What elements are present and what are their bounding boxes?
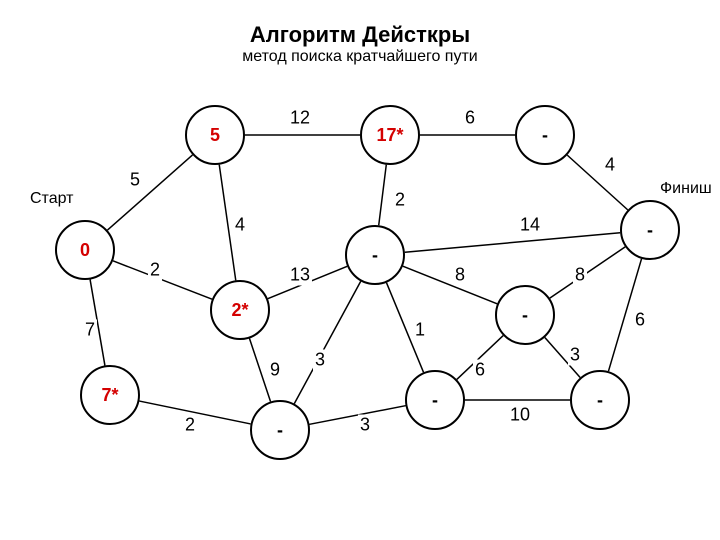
edge bbox=[107, 155, 192, 230]
graph-node-finish: - bbox=[620, 200, 680, 260]
edge-weight: 12 bbox=[288, 108, 312, 129]
graph-node-n5: 5 bbox=[185, 105, 245, 165]
edge bbox=[294, 281, 360, 403]
edge-weight: 5 bbox=[128, 170, 142, 191]
edge-weight: 1 bbox=[413, 320, 427, 341]
edge bbox=[405, 233, 620, 253]
graph-node-midR: - bbox=[495, 285, 555, 345]
graph-node-n2: 2* bbox=[210, 280, 270, 340]
graph-node-topR: - bbox=[515, 105, 575, 165]
edge-weight: 3 bbox=[313, 350, 327, 371]
edge-weight: 3 bbox=[358, 415, 372, 436]
edge-weight: 6 bbox=[463, 108, 477, 129]
graph-label: Старт bbox=[30, 190, 73, 208]
edge bbox=[567, 155, 628, 210]
edge-weight: 2 bbox=[393, 190, 407, 211]
edge-weight: 6 bbox=[633, 310, 647, 331]
graph-node-n17: 17* bbox=[360, 105, 420, 165]
edge-weight: 8 bbox=[573, 265, 587, 286]
graph-node-botR: - bbox=[570, 370, 630, 430]
edge bbox=[113, 261, 212, 299]
edge-weight: 9 bbox=[268, 360, 282, 381]
edge-weight: 2 bbox=[148, 260, 162, 281]
edge bbox=[403, 266, 497, 304]
edge-weight: 7 bbox=[83, 320, 97, 341]
edge-weight: 10 bbox=[508, 405, 532, 426]
graph-node-n7: 7* bbox=[80, 365, 140, 425]
edge-weight: 6 bbox=[473, 360, 487, 381]
edge bbox=[550, 247, 625, 298]
edge-weight: 4 bbox=[233, 215, 247, 236]
edge bbox=[379, 165, 387, 225]
graph-node-mid: - bbox=[345, 225, 405, 285]
edge-weight: 13 bbox=[288, 265, 312, 286]
graph-node-botL: - bbox=[250, 400, 310, 460]
edge-weight: 8 bbox=[453, 265, 467, 286]
graph-label: Финиш bbox=[660, 180, 712, 198]
edge-weight: 14 bbox=[518, 215, 542, 236]
graph-node-start: 0 bbox=[55, 220, 115, 280]
edge-weight: 4 bbox=[603, 155, 617, 176]
edge-weight: 2 bbox=[183, 415, 197, 436]
graph-node-botM: - bbox=[405, 370, 465, 430]
edge-weight: 3 bbox=[568, 345, 582, 366]
